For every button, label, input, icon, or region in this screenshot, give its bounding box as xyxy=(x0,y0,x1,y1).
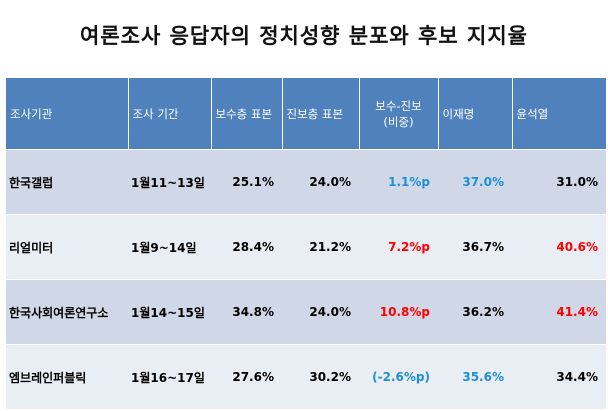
header-gap: 보수-진보 (비중) xyxy=(359,78,439,150)
cell-progressive: 21.2% xyxy=(282,214,359,280)
cell-conservative: 28.4% xyxy=(211,214,282,280)
table-row: 리얼미터 1월9~14일 28.4% 21.2% 7.2%p 36.7% 40.… xyxy=(6,214,606,280)
header-agency: 조사기관 xyxy=(6,78,129,150)
cell-progressive: 24.0% xyxy=(282,279,359,345)
cell-lee: 36.7% xyxy=(438,214,512,280)
cell-period: 1월11~13일 xyxy=(128,149,211,215)
cell-gap: (-2.6%p) xyxy=(359,344,438,410)
header-period: 조사 기간 xyxy=(128,78,212,150)
cell-yoon: 31.0% xyxy=(512,149,606,215)
cell-progressive: 30.2% xyxy=(282,344,359,410)
table-row: 엠브레인퍼블릭 1월16~17일 27.6% 30.2% (-2.6%p) 35… xyxy=(6,344,606,410)
table-header-row: 조사기관 조사 기간 보수층 표본 진보층 표본 보수-진보 (비중) 이재명 … xyxy=(6,78,606,150)
cell-conservative: 34.8% xyxy=(211,279,282,345)
cell-gap: 10.8%p xyxy=(359,279,438,345)
page-title: 여론조사 응답자의 정치성향 분포와 후보 지지율 xyxy=(80,24,528,48)
table-row: 한국사회여론연구소 1월14~15일 34.8% 24.0% 10.8%p 36… xyxy=(6,279,606,345)
poll-table: 조사기관 조사 기간 보수층 표본 진보층 표본 보수-진보 (비중) 이재명 … xyxy=(6,78,606,410)
header-gap-label: 보수-진보 (비중) xyxy=(375,98,421,130)
cell-yoon: 40.6% xyxy=(512,214,606,280)
cell-period: 1월9~14일 xyxy=(128,214,211,280)
cell-period: 1월14~15일 xyxy=(128,279,211,345)
cell-conservative: 25.1% xyxy=(211,149,282,215)
cell-agency: 한국갤럽 xyxy=(6,149,128,215)
cell-conservative: 27.6% xyxy=(211,344,282,410)
header-lee: 이재명 xyxy=(438,78,513,150)
cell-lee: 35.6% xyxy=(438,344,512,410)
cell-agency: 리얼미터 xyxy=(6,214,128,280)
cell-lee: 37.0% xyxy=(438,149,512,215)
header-gap-line1: 보수-진보 xyxy=(375,98,422,113)
cell-gap: 1.1%p xyxy=(359,149,438,215)
cell-gap: 7.2%p xyxy=(359,214,438,280)
cell-progressive: 24.0% xyxy=(282,149,359,215)
cell-lee: 36.2% xyxy=(438,279,512,345)
table-row: 한국갤럽 1월11~13일 25.1% 24.0% 1.1%p 37.0% 31… xyxy=(6,149,606,215)
header-progressive-sample: 진보층 표본 xyxy=(282,78,360,150)
header-conservative-sample: 보수층 표본 xyxy=(211,78,283,150)
header-yoon: 윤석열 xyxy=(512,78,606,150)
cell-yoon: 34.4% xyxy=(512,344,606,410)
header-gap-line2: (비중) xyxy=(383,114,414,129)
cell-agency: 한국사회여론연구소 xyxy=(6,279,128,345)
cell-yoon: 41.4% xyxy=(512,279,606,345)
cell-period: 1월16~17일 xyxy=(128,344,211,410)
cell-agency: 엠브레인퍼블릭 xyxy=(6,344,128,410)
